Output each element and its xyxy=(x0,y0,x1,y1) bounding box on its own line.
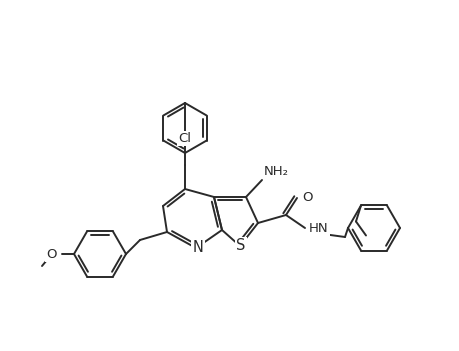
Text: Cl: Cl xyxy=(178,132,191,145)
Text: N: N xyxy=(192,240,203,256)
Text: HN: HN xyxy=(308,221,328,234)
Text: O: O xyxy=(302,192,312,205)
Text: NH₂: NH₂ xyxy=(263,165,288,178)
Text: S: S xyxy=(236,238,245,253)
Text: O: O xyxy=(46,247,57,260)
